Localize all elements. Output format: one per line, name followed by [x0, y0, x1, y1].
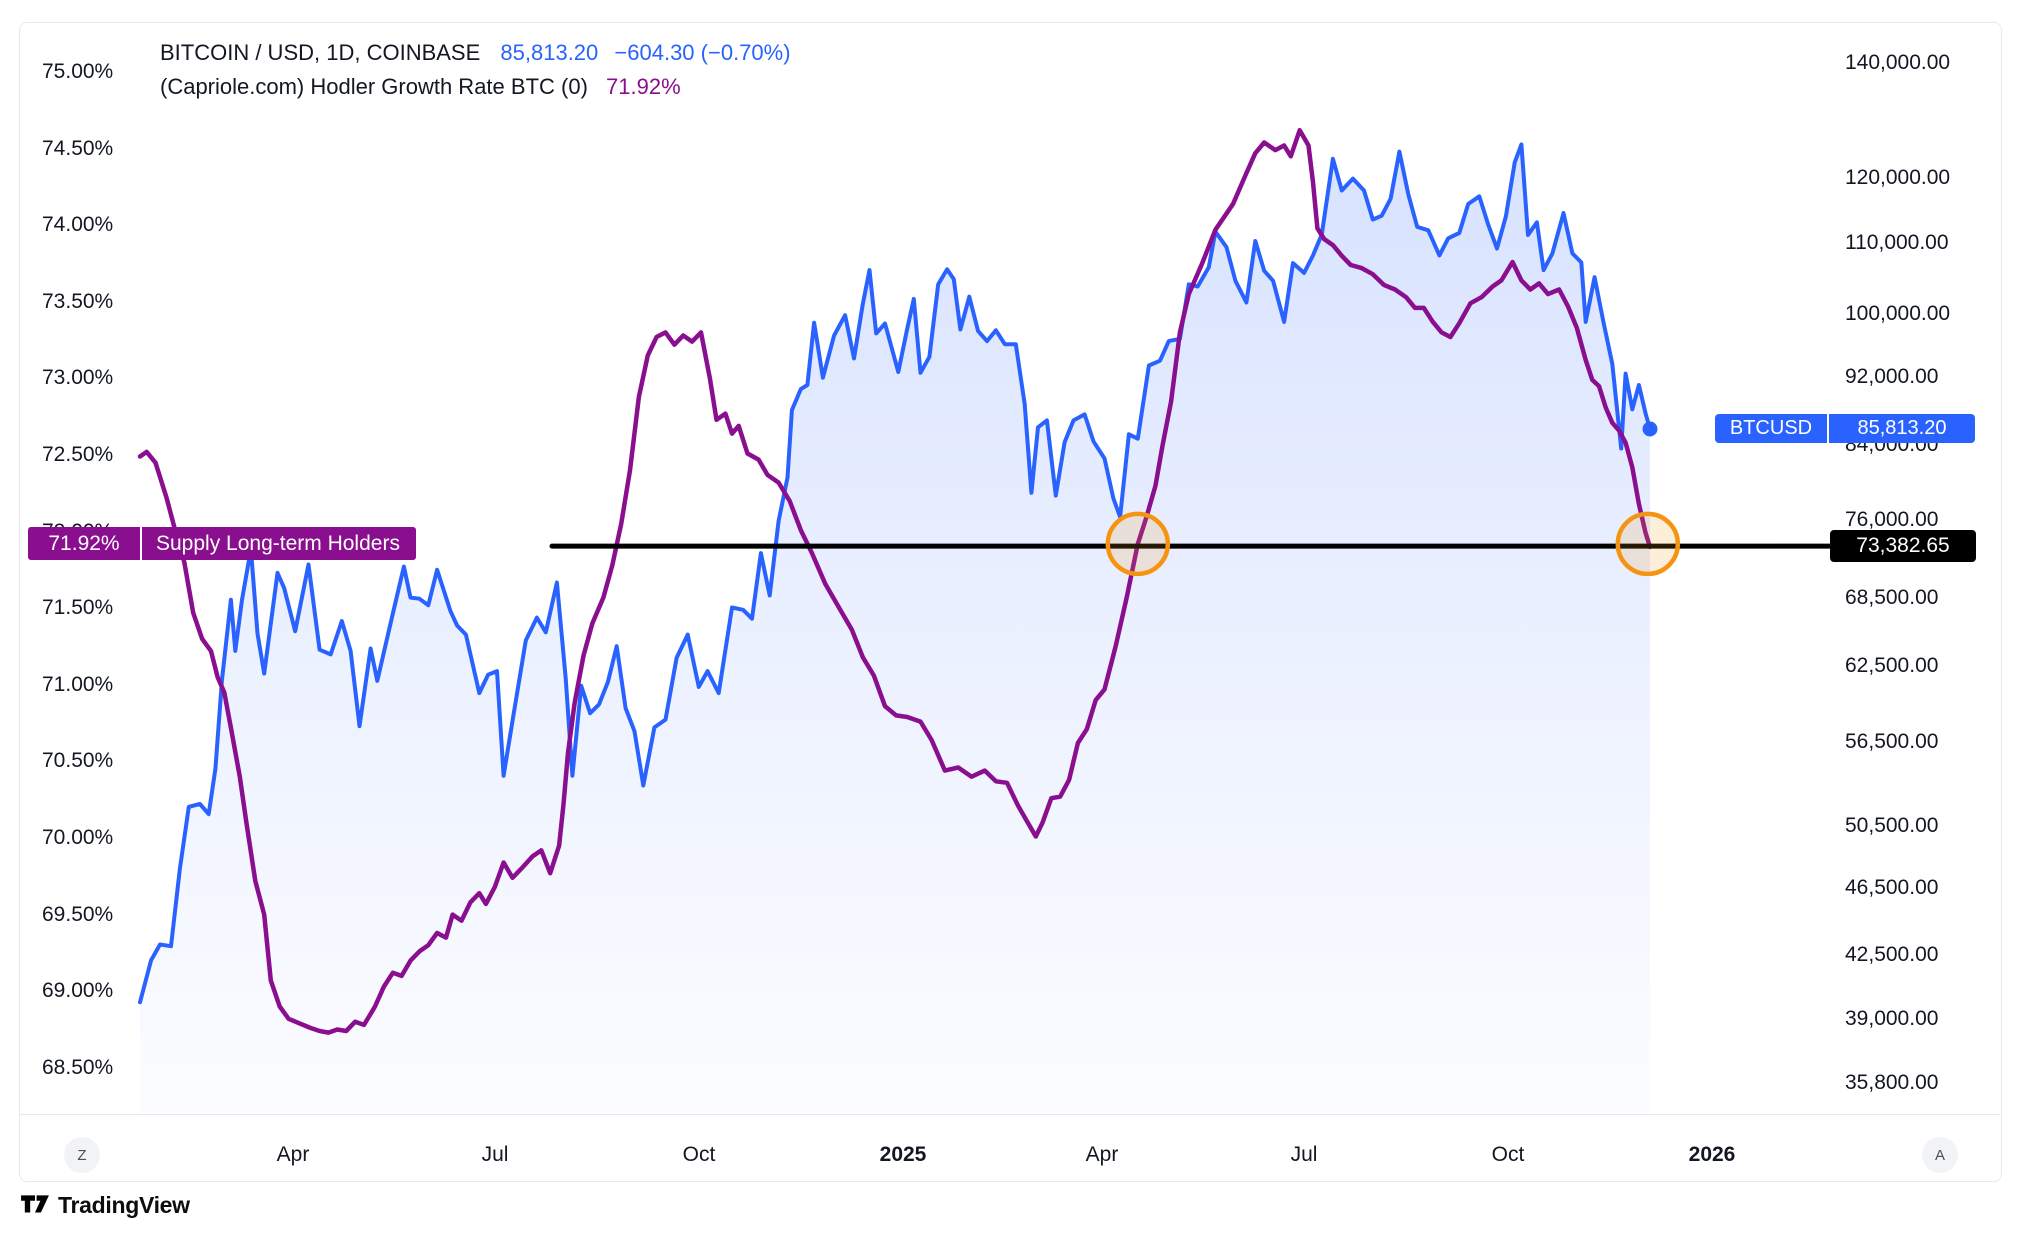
right-axis-tick: 140,000.00 — [1845, 51, 1951, 74]
left-axis-tick: 70.50% — [42, 749, 114, 772]
timezone-button[interactable]: Z — [64, 1137, 100, 1173]
left-axis-tick: 71.00% — [42, 673, 114, 696]
right-axis-tick: 68,500.00 — [1845, 586, 1939, 609]
time-axis-tick: Oct — [682, 1143, 716, 1166]
symbol-title: BITCOIN / USD, 1D, COINBASE — [160, 40, 481, 65]
auto-button[interactable]: A — [1922, 1137, 1958, 1173]
crossing-highlight-circles — [1105, 511, 1681, 577]
label-divider — [1827, 414, 1829, 443]
indicator-line[interactable] — [137, 127, 1653, 1035]
btcusd-last-price: 85,813.20 — [1857, 417, 1947, 439]
left-axis-tick: 72.50% — [42, 443, 114, 466]
right-axis-tick: 46,500.00 — [1845, 876, 1939, 899]
legend-symbol-row[interactable]: BITCOIN / USD, 1D, COINBASE 85,813.20 −6… — [160, 36, 791, 70]
time-axis-tick: Jul — [481, 1143, 509, 1166]
left-axis-tick: 74.50% — [42, 137, 114, 160]
time-scale-separator — [20, 1114, 2000, 1115]
legend-indicator-row[interactable]: (Capriole.com) Hodler Growth Rate BTC (0… — [160, 70, 791, 104]
tradingview-logo-icon — [21, 1195, 49, 1213]
indicator-title: (Capriole.com) Hodler Growth Rate BTC (0… — [160, 74, 588, 99]
tradingview-logo-link[interactable]: TradingView — [20, 1190, 190, 1220]
last-price-dot — [1642, 421, 1658, 437]
right-axis-tick: 76,000.00 — [1845, 508, 1939, 531]
right-axis-tick: 110,000.00 — [1845, 231, 1949, 254]
label-divider — [140, 527, 142, 560]
supply-lth-value: 71.92% — [48, 531, 120, 555]
left-axis-tick: 68.50% — [42, 1056, 114, 1079]
time-axis-tick: 2026 — [1688, 1143, 1736, 1166]
btcusd-axis-label[interactable]: BTCUSD 85,813.20 — [1715, 414, 1975, 443]
price-change-value: −604.30 (−0.70%) — [614, 40, 791, 65]
right-axis-tick: 100,000.00 — [1845, 302, 1951, 325]
left-axis-tick: 69.50% — [42, 903, 114, 926]
left-axis-tick: 73.00% — [42, 366, 114, 389]
tradingview-brand-text: TradingView — [58, 1191, 190, 1218]
left-axis-tick: 75.00% — [42, 60, 114, 83]
time-axis-tick: Oct — [1491, 1143, 1525, 1166]
hline-price-axis-label[interactable]: 73,382.65 — [1830, 530, 1976, 562]
tradingview-attribution: TradingView — [20, 1190, 190, 1220]
right-axis-tick: 50,500.00 — [1845, 814, 1939, 837]
right-axis-tick: 120,000.00 — [1845, 166, 1951, 189]
left-axis-tick: 73.50% — [42, 290, 114, 313]
right-axis-tick: 62,500.00 — [1845, 654, 1939, 677]
price-line[interactable] — [138, 142, 1652, 1005]
time-axis-tick: Apr — [276, 1143, 310, 1166]
btcusd-symbol: BTCUSD — [1729, 417, 1813, 439]
right-axis-tick: 39,000.00 — [1845, 1007, 1939, 1030]
price-area-fill — [140, 144, 1650, 1114]
chart-legend: BITCOIN / USD, 1D, COINBASE 85,813.20 −6… — [160, 36, 791, 104]
time-axis-tick: Jul — [1290, 1143, 1318, 1166]
supply-lth-name: Supply Long-term Holders — [156, 531, 400, 555]
left-axis-tick: 74.00% — [42, 213, 114, 236]
left-axis-tick: 70.00% — [42, 826, 114, 849]
indicator-value: 71.92% — [606, 74, 681, 99]
left-axis-tick: 71.50% — [42, 596, 114, 619]
right-axis-tick: 35,800.00 — [1845, 1071, 1939, 1094]
left-axis-tick: 69.00% — [42, 979, 114, 1002]
right-axis-tick: 42,500.00 — [1845, 943, 1939, 966]
last-price-value: 85,813.20 — [500, 40, 599, 65]
time-axis-tick: Apr — [1085, 1143, 1119, 1166]
time-axis-tick: 2025 — [879, 1143, 927, 1166]
supply-lth-axis-label[interactable]: 71.92% Supply Long-term Holders — [28, 527, 416, 560]
right-axis-tick: 56,500.00 — [1845, 730, 1939, 753]
right-axis-tick: 92,000.00 — [1845, 365, 1939, 388]
